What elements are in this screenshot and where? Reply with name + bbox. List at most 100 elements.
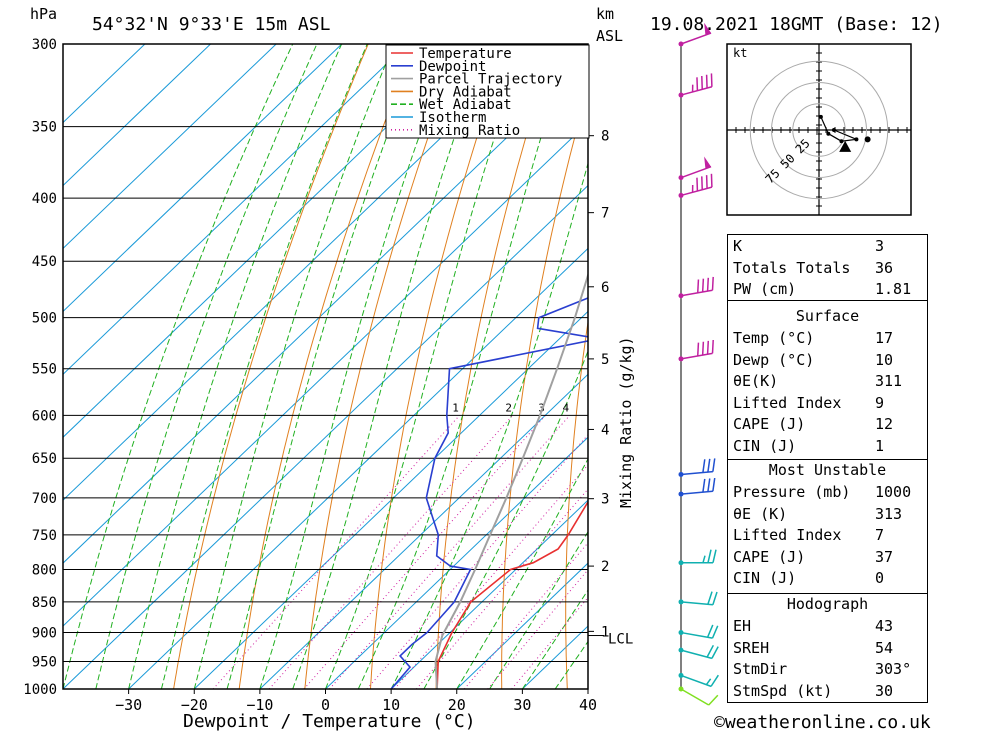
most-unstable-label: θE (K): [733, 504, 788, 523]
isotherm-line: [63, 184, 588, 689]
isotherm-line: [193, 310, 588, 689]
wind-barb: [678, 276, 714, 299]
hodograph-index-value: 303°: [875, 660, 912, 678]
wind-barb-staff: [680, 674, 712, 688]
mixing-ratio-line: [416, 488, 588, 689]
wind-barb-staff: [680, 688, 710, 706]
hodograph-index-row: EH 43: [733, 616, 922, 637]
most-unstable-label: Pressure (mb): [733, 483, 851, 501]
hodograph-index-label: SREH: [733, 638, 770, 657]
hodograph-index-row: StmDir 303°: [733, 659, 922, 680]
pressure-tick-label: 700: [32, 491, 57, 507]
wind-barb-flag: [707, 591, 713, 605]
pressure-tick-label: 600: [32, 408, 57, 424]
most-unstable-label: CAPE (J): [733, 547, 806, 566]
hodograph-title: Hodograph: [728, 593, 927, 615]
wind-barb: [678, 591, 718, 606]
axes: 3003504004505005506006507007508008509009…: [23, 37, 633, 714]
pressure-tick-label: 350: [32, 120, 57, 136]
isotherm-line: [63, 44, 408, 376]
mixing-ratio-line: [394, 464, 588, 689]
hodo-point: [839, 139, 844, 144]
lcl-label: LCL: [608, 632, 633, 648]
hodo-point: [826, 131, 831, 136]
surface-value: 17: [875, 329, 894, 347]
wind-barb-flag: [707, 458, 711, 473]
isotherm-line: [456, 562, 588, 689]
wet-adiabat-line: [259, 44, 454, 689]
credit-footer: ©weatheronline.co.uk: [714, 712, 931, 733]
pressure-tick-label: 550: [32, 362, 57, 378]
wind-barb: [678, 549, 717, 566]
wind-barb-flag: [711, 276, 714, 291]
isotherm-line: [325, 436, 588, 689]
wet-adiabat-line: [193, 44, 395, 689]
wind-barb: [678, 686, 719, 706]
legend-entry: Mixing Ratio: [419, 123, 520, 139]
mixing-ratio-label: 20: [708, 401, 721, 414]
wind-barb-staff: [680, 601, 713, 606]
most-unstable-row: CIN (J) 0: [733, 568, 922, 589]
hodo-marker: [864, 136, 871, 143]
mixing-ratio-label: 10: [641, 401, 654, 414]
hodo-ring: [749, 60, 889, 200]
km-tick-label: 6: [601, 280, 609, 296]
mixing-ratio-line: [366, 434, 588, 689]
km-tick-label: 1: [601, 624, 609, 640]
wind-barb-flag: [711, 625, 719, 639]
mixing-ratio-label: 3: [538, 401, 545, 414]
wind-barb: [678, 156, 712, 181]
surface-row: CIN (J) 1: [733, 436, 922, 457]
wind-barb-staff: [680, 490, 713, 495]
location-title: 54°32'N 9°33'E 15m ASL: [92, 14, 331, 35]
most-unstable-row: CAPE (J) 37: [733, 547, 922, 568]
dry-adiabat-line: [370, 44, 509, 689]
wind-barb-flag: [711, 646, 719, 659]
wind-barb: [678, 22, 712, 47]
isotherm-line: [63, 44, 474, 438]
x-tick-label: 40: [579, 696, 597, 714]
wind-barb: [678, 173, 713, 198]
index-label: Totals Totals: [733, 258, 851, 277]
surface-value: 10: [875, 350, 894, 369]
most-unstable-title: Most Unstable: [728, 459, 927, 481]
index-row: Totals Totals 36: [733, 258, 922, 279]
wind-barb: [678, 339, 714, 362]
wind-barb-flag: [711, 339, 714, 354]
wind-barb-staff: [680, 165, 712, 179]
thermo-grid: [63, 44, 588, 689]
wind-barb: [678, 477, 716, 497]
km-tick-label: 8: [601, 129, 609, 145]
pressure-tick-label: 950: [32, 655, 57, 671]
wind-barb-staff: [680, 631, 713, 639]
mixing-ratio-label: 16: [686, 401, 699, 414]
legend-entry: Parcel Trajectory: [419, 72, 562, 88]
isotherm-line: [63, 44, 343, 313]
isotherm-line: [259, 373, 588, 689]
x-tick-label: −30: [115, 696, 142, 714]
datetime-title: 19.08.2021 18GMT (Base: 12): [650, 14, 943, 35]
legend-entry: Wet Adiabat: [419, 97, 512, 113]
hodo-point: [818, 114, 823, 119]
most-unstable-row: θE (K) 313: [733, 504, 922, 525]
x-tick-label: −20: [181, 696, 208, 714]
most-unstable-value: 7: [875, 526, 885, 544]
pressure-tick-label: 800: [32, 562, 57, 578]
most-unstable-label: Lifted Index: [733, 526, 842, 544]
index-value: 3: [875, 237, 885, 255]
indices-panel: Surface Temp (°C) 17 Dewp (°C) 10 θE(K) 311 Li…: [727, 300, 928, 703]
hodograph-unit: kt: [733, 46, 747, 60]
mixing-ratio-label: 6: [598, 401, 605, 414]
x-tick-label: 0: [321, 696, 330, 714]
isotherm-line: [128, 247, 588, 689]
wind-barb-flag: [712, 549, 717, 563]
wind-barb-staff: [680, 649, 713, 660]
series-dewpoint: [390, 297, 588, 689]
wind-barb-half-flag: [702, 555, 706, 563]
most-unstable-value: 0: [875, 569, 885, 587]
km-tick-label: 3: [601, 492, 609, 508]
wind-barb-flag: [702, 459, 706, 473]
hodo-ring: [771, 82, 867, 178]
mixing-ratio-line: [511, 596, 588, 689]
